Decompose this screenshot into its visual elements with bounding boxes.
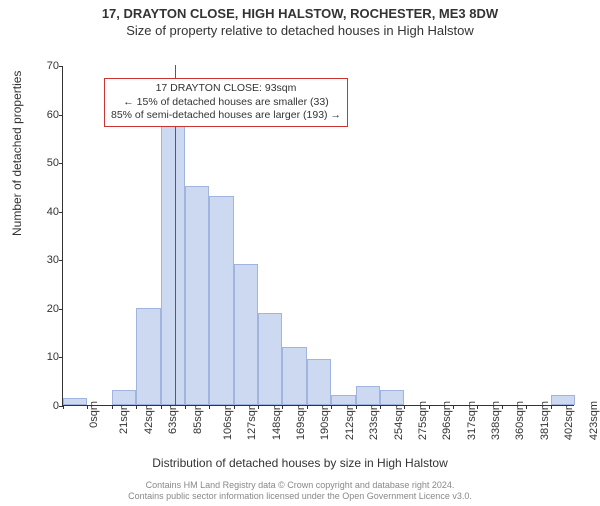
annotation-line2: ← 15% of detached houses are smaller (33…	[111, 96, 341, 110]
histogram-bar	[209, 196, 233, 405]
x-tick-mark	[282, 405, 283, 409]
histogram-bar	[185, 186, 209, 405]
x-tick-mark	[380, 405, 381, 409]
x-tick-mark	[477, 405, 478, 409]
x-tick-label: 317sqm	[466, 401, 478, 440]
footer-attribution: Contains HM Land Registry data © Crown c…	[0, 480, 600, 503]
x-tick-mark	[429, 405, 430, 409]
x-tick-label: 63sqm	[167, 401, 179, 434]
x-tick-mark	[551, 405, 552, 409]
annotation-line1: 17 DRAYTON CLOSE: 93sqm	[111, 82, 341, 96]
histogram-bar	[136, 308, 160, 405]
y-tick-mark	[59, 163, 63, 164]
x-tick-label: 148sqm	[271, 401, 283, 440]
y-tick-mark	[59, 115, 63, 116]
histogram-bar	[356, 386, 380, 405]
chart-title-main: 17, DRAYTON CLOSE, HIGH HALSTOW, ROCHEST…	[0, 6, 600, 21]
histogram-bar	[234, 264, 258, 405]
y-tick-mark	[59, 309, 63, 310]
x-tick-mark	[453, 405, 454, 409]
chart-area: 0102030405060700sqm21sqm42sqm63sqm85sqm1…	[62, 66, 574, 406]
x-tick-mark	[136, 405, 137, 409]
x-tick-mark	[331, 405, 332, 409]
x-tick-label: 254sqm	[393, 401, 405, 440]
footer-line1: Contains HM Land Registry data © Crown c…	[0, 480, 600, 491]
x-tick-mark	[258, 405, 259, 409]
x-tick-label: 338sqm	[490, 401, 502, 440]
x-tick-label: 233sqm	[368, 401, 380, 440]
histogram-bar	[307, 359, 331, 405]
x-tick-label: 0sqm	[88, 401, 100, 428]
x-tick-label: 85sqm	[192, 401, 204, 434]
x-tick-label: 212sqm	[344, 401, 356, 440]
x-tick-label: 127sqm	[246, 401, 258, 440]
x-tick-label: 106sqm	[222, 401, 234, 440]
x-tick-mark	[112, 405, 113, 409]
x-tick-mark	[502, 405, 503, 409]
annotation-box: 17 DRAYTON CLOSE: 93sqm ← 15% of detache…	[104, 78, 348, 127]
histogram-bar	[258, 313, 282, 405]
x-tick-label: 296sqm	[441, 401, 453, 440]
histogram-bar	[63, 398, 87, 405]
x-tick-label: 381sqm	[539, 401, 551, 440]
y-tick-label: 40	[29, 206, 59, 218]
histogram-bar	[282, 347, 306, 405]
x-tick-mark	[526, 405, 527, 409]
y-tick-label: 20	[29, 303, 59, 315]
y-tick-label: 10	[29, 351, 59, 363]
x-tick-label: 402sqm	[563, 401, 575, 440]
x-tick-mark	[404, 405, 405, 409]
x-tick-mark	[63, 405, 64, 409]
y-tick-label: 60	[29, 109, 59, 121]
x-tick-label: 423sqm	[588, 401, 600, 440]
x-tick-mark	[161, 405, 162, 409]
y-tick-label: 50	[29, 157, 59, 169]
y-tick-label: 30	[29, 254, 59, 266]
y-axis-label: Number of detached properties	[10, 71, 24, 236]
x-tick-mark	[356, 405, 357, 409]
y-tick-mark	[59, 66, 63, 67]
x-axis-label: Distribution of detached houses by size …	[0, 456, 600, 470]
x-tick-label: 190sqm	[320, 401, 332, 440]
histogram-bar	[112, 390, 136, 405]
y-tick-mark	[59, 260, 63, 261]
x-tick-mark	[307, 405, 308, 409]
histogram-bar	[331, 395, 355, 405]
x-tick-label: 360sqm	[515, 401, 527, 440]
y-tick-mark	[59, 357, 63, 358]
x-tick-label: 42sqm	[143, 401, 155, 434]
histogram-bar	[161, 123, 185, 405]
x-tick-mark	[234, 405, 235, 409]
x-tick-label: 169sqm	[295, 401, 307, 440]
y-tick-label: 70	[29, 60, 59, 72]
x-tick-label: 275sqm	[417, 401, 429, 440]
x-tick-mark	[209, 405, 210, 409]
y-tick-label: 0	[29, 400, 59, 412]
chart-title-sub: Size of property relative to detached ho…	[0, 23, 600, 38]
x-tick-mark	[87, 405, 88, 409]
histogram-bar	[380, 390, 404, 405]
x-tick-label: 21sqm	[118, 401, 130, 434]
footer-line2: Contains public sector information licen…	[0, 491, 600, 502]
histogram-bar	[551, 395, 575, 405]
y-tick-mark	[59, 212, 63, 213]
annotation-line3: 85% of semi-detached houses are larger (…	[111, 109, 341, 123]
x-tick-mark	[185, 405, 186, 409]
